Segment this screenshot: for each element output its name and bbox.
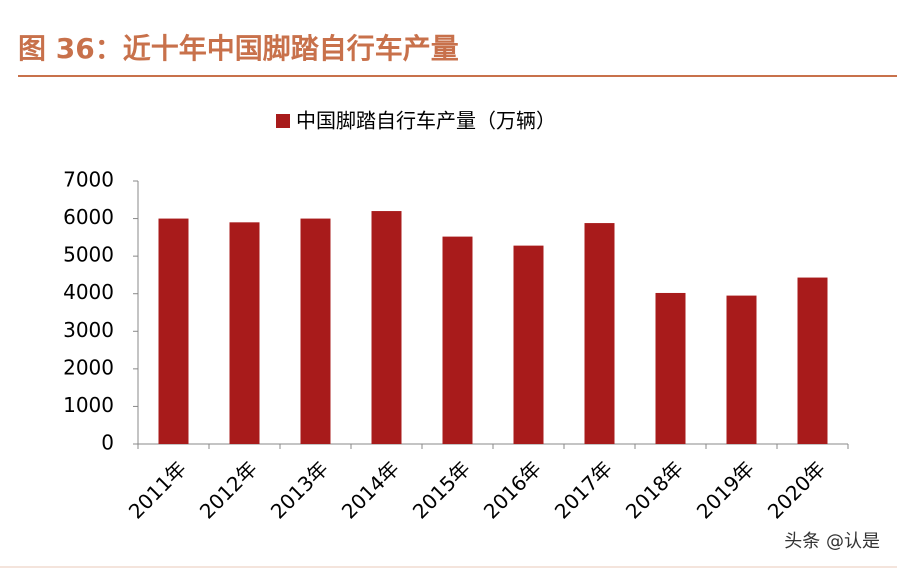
x-tick-label: 2019年 [692,456,759,523]
bar [584,223,615,444]
y-tick-label: 7000 [63,168,114,192]
y-tick-label: 0 [101,431,114,455]
x-tick-label: 2015年 [408,456,475,523]
bar [158,218,189,444]
x-tick-label: 2012年 [195,456,262,523]
x-tick-label: 2014年 [337,456,404,523]
watermark: 头条 @认是 [784,531,880,552]
bar [797,277,828,444]
bar [513,245,544,444]
bar [229,222,260,444]
chart-title: 图 36：近十年中国脚踏自行车产量 [18,32,459,65]
x-tick-label: 2017年 [550,456,617,523]
x-tick-label: 2016年 [479,456,546,523]
x-tick-label: 2011年 [124,456,191,523]
bar [442,236,473,444]
bar [300,218,331,444]
y-tick-label: 5000 [63,243,114,267]
x-tick-label: 2013年 [266,456,333,523]
bar [655,292,686,444]
legend-label: 中国脚踏自行车产量（万辆） [296,109,556,133]
y-tick-label: 1000 [63,393,114,417]
legend-swatch [276,114,290,128]
y-tick-label: 2000 [63,355,114,379]
bar [371,211,402,444]
x-tick-label: 2018年 [621,456,688,523]
bar [726,295,757,444]
x-tick-label: 2020年 [763,456,830,523]
y-tick-label: 3000 [63,318,114,342]
y-tick-label: 4000 [63,280,114,304]
y-tick-label: 6000 [63,205,114,229]
